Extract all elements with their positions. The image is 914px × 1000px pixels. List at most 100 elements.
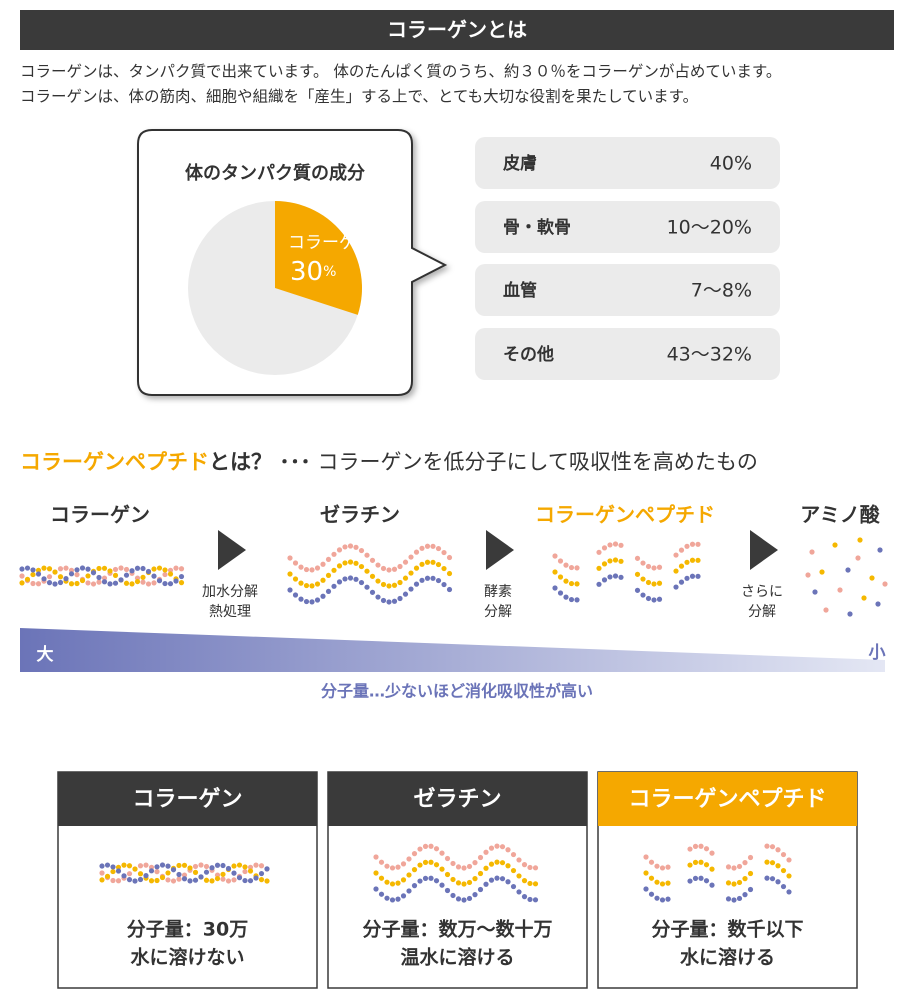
dot	[110, 864, 116, 870]
dot	[659, 897, 666, 903]
dot	[264, 866, 270, 872]
dot	[725, 880, 732, 886]
dot	[692, 859, 699, 865]
dot	[104, 862, 111, 868]
dot	[101, 579, 108, 585]
dot	[775, 863, 781, 869]
dot	[24, 565, 31, 571]
process-label: 酵素	[484, 584, 512, 600]
dot	[397, 579, 403, 586]
dot	[742, 860, 748, 866]
dot	[104, 873, 111, 879]
dot	[79, 577, 86, 584]
dot	[510, 883, 517, 890]
dot	[375, 578, 381, 584]
dot	[99, 877, 105, 883]
dot	[823, 607, 829, 613]
process-label: 熱処理	[209, 604, 251, 620]
dot	[134, 565, 141, 571]
dot	[85, 580, 91, 586]
dot	[400, 893, 407, 899]
dot	[483, 849, 489, 855]
dot	[154, 869, 160, 875]
dot	[156, 578, 163, 584]
dot	[258, 870, 265, 877]
dot	[780, 851, 787, 858]
dot	[435, 577, 442, 584]
dot	[203, 869, 210, 875]
dot	[678, 563, 685, 569]
heading-highlight: コラーゲンペプチド	[20, 450, 209, 474]
dot	[483, 881, 489, 887]
dot	[648, 859, 655, 865]
row-value: 40%	[710, 153, 752, 175]
dot	[433, 862, 440, 868]
dot	[521, 894, 528, 900]
dot	[118, 565, 124, 571]
dot	[247, 864, 254, 870]
dot	[167, 571, 174, 577]
dot	[698, 859, 704, 865]
dot	[769, 844, 776, 850]
dot	[455, 864, 462, 870]
dot	[433, 846, 440, 852]
dot	[145, 568, 152, 575]
card-title: コラーゲンペプチド	[628, 787, 826, 812]
dot	[483, 865, 489, 871]
dot	[74, 580, 80, 587]
dot	[325, 588, 332, 595]
dot	[656, 596, 663, 602]
card-header	[598, 772, 857, 826]
dot	[805, 572, 811, 578]
dot	[877, 547, 883, 553]
dot	[165, 863, 171, 869]
dot	[665, 880, 671, 886]
dot	[433, 878, 440, 884]
dot	[298, 596, 304, 602]
dot	[455, 896, 462, 902]
dot	[148, 868, 155, 874]
dot	[640, 560, 646, 566]
dot	[121, 862, 127, 868]
dot	[439, 850, 445, 856]
dot	[695, 573, 701, 579]
dot	[687, 862, 693, 868]
dot	[643, 854, 649, 860]
process-label: 分解	[748, 604, 776, 620]
stage-title: アミノ酸	[800, 503, 881, 527]
dot	[347, 575, 354, 581]
dot	[809, 549, 815, 555]
dot	[424, 543, 431, 549]
dot	[154, 877, 160, 884]
dot	[446, 570, 453, 577]
dot	[413, 581, 420, 587]
dot	[258, 863, 265, 869]
dot	[494, 875, 500, 881]
dot	[411, 867, 418, 873]
dot	[342, 576, 348, 582]
dot	[247, 878, 254, 884]
dot	[192, 869, 199, 875]
dot	[137, 876, 144, 883]
dot	[309, 567, 315, 573]
dot	[389, 897, 396, 903]
dot	[397, 563, 403, 570]
dot	[527, 880, 533, 887]
dot	[601, 561, 608, 567]
dot	[764, 843, 770, 849]
scale-caption: 分子量…少ないほど消化吸収性が高い	[321, 682, 593, 701]
dot	[532, 865, 539, 871]
dot	[769, 876, 776, 882]
dot	[424, 559, 431, 565]
dot	[236, 862, 243, 868]
dot	[148, 878, 155, 884]
dot	[855, 555, 861, 561]
row-bg	[475, 264, 780, 316]
dot	[687, 878, 693, 884]
dot	[618, 542, 624, 548]
dot	[780, 867, 787, 874]
dot	[90, 581, 97, 587]
row-label: 皮膚	[503, 153, 537, 174]
dot	[112, 566, 119, 573]
dot	[601, 577, 608, 583]
